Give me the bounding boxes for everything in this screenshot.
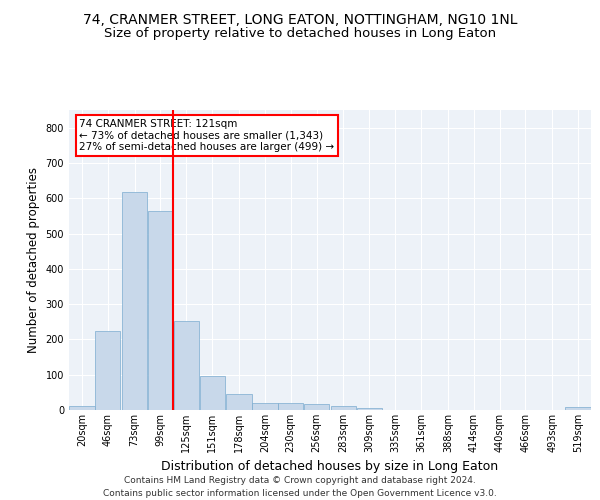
Bar — [200, 376, 225, 410]
Bar — [565, 407, 591, 410]
Bar — [356, 408, 382, 410]
Bar — [226, 394, 251, 410]
Bar — [331, 406, 356, 410]
X-axis label: Distribution of detached houses by size in Long Eaton: Distribution of detached houses by size … — [161, 460, 499, 473]
Bar — [278, 403, 304, 410]
Y-axis label: Number of detached properties: Number of detached properties — [27, 167, 40, 353]
Text: 74 CRANMER STREET: 121sqm
← 73% of detached houses are smaller (1,343)
27% of se: 74 CRANMER STREET: 121sqm ← 73% of detac… — [79, 119, 335, 152]
Text: 74, CRANMER STREET, LONG EATON, NOTTINGHAM, NG10 1NL: 74, CRANMER STREET, LONG EATON, NOTTINGH… — [83, 12, 517, 26]
Bar — [252, 403, 278, 410]
Text: Contains HM Land Registry data © Crown copyright and database right 2024.
Contai: Contains HM Land Registry data © Crown c… — [103, 476, 497, 498]
Bar — [122, 192, 147, 410]
Bar — [148, 210, 173, 410]
Bar — [95, 330, 121, 410]
Bar — [304, 404, 329, 410]
Bar — [69, 406, 95, 410]
Bar — [173, 321, 199, 410]
Text: Size of property relative to detached houses in Long Eaton: Size of property relative to detached ho… — [104, 28, 496, 40]
